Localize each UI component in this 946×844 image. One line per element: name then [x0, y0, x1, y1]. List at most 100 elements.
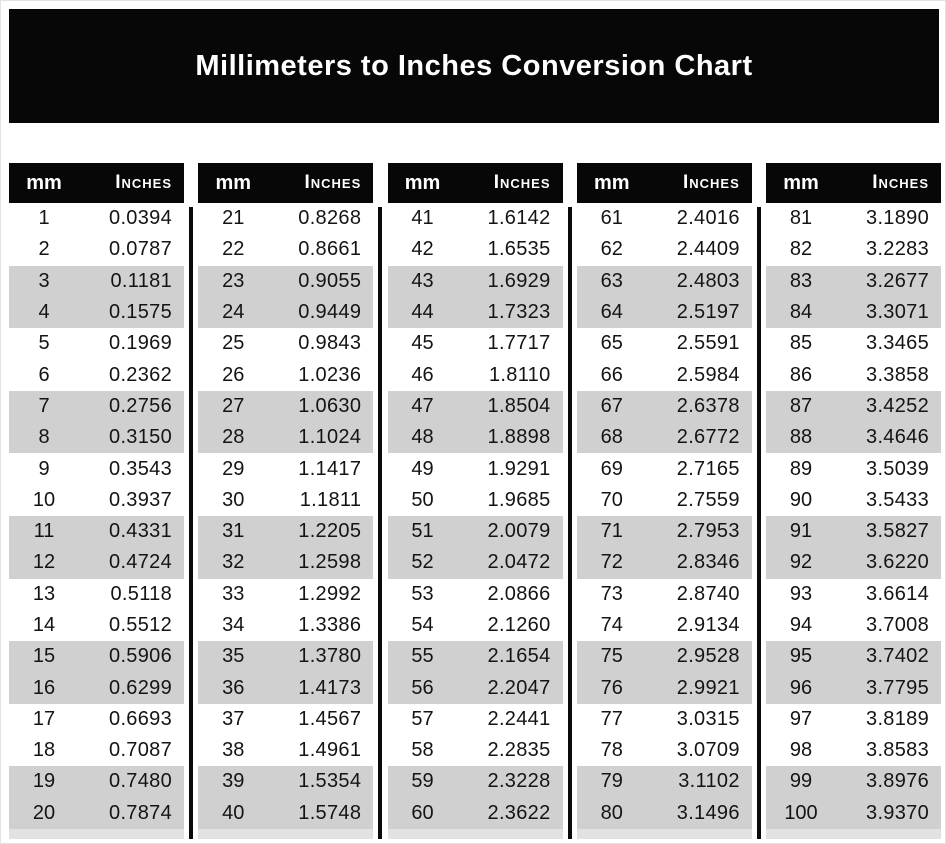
mm-value: 76	[600, 676, 623, 699]
table-row: 53 2.0866	[388, 579, 563, 610]
table-row: 57 2.2441	[388, 704, 563, 735]
inches-value: 3.3858	[866, 363, 929, 386]
inches-value: 2.8346	[676, 551, 740, 574]
table-row: 40 1.5748	[198, 797, 374, 829]
mm-value: 82	[789, 238, 813, 261]
inches-value: 2.2441	[487, 707, 551, 730]
mm-value: 60	[411, 801, 434, 824]
mm-value: 55	[411, 645, 434, 668]
table-row: 19 0.7480	[9, 766, 184, 798]
inches-value: 3.5827	[866, 520, 929, 543]
inches-value: 0.0787	[109, 238, 172, 261]
mm-value: 62	[600, 238, 623, 261]
table-row: 23 0.9055	[198, 265, 374, 297]
table-row: 59 2.3228	[387, 766, 563, 798]
mm-value: 97	[789, 707, 813, 730]
table-row: 34 1.3386	[198, 610, 373, 641]
inches-value: 2.5197	[676, 301, 740, 324]
table-row: 64 2.5197	[576, 296, 752, 329]
inches-value: 3.7008	[866, 614, 929, 636]
table-row: 100 3.9370	[766, 797, 941, 829]
table-row: 14 0.5512	[9, 610, 184, 641]
table-row: 71 2.7953	[576, 515, 752, 548]
mm-value: 52	[411, 551, 434, 574]
mm-value: 43	[411, 269, 434, 292]
inches-value: 3.1890	[866, 207, 929, 230]
inches-value: 3.5039	[866, 457, 929, 480]
table-row: 52 2.0472	[387, 547, 563, 579]
table-row: 85 3.3465	[766, 328, 941, 359]
mm-value: 67	[600, 394, 623, 417]
table-header: mm Inches	[766, 163, 941, 203]
conversion-table: mm Inches 21 0.8268 22 0.8661 23 0.9055 24 0.9449…	[198, 163, 374, 839]
table-row: 63 2.4803	[576, 265, 752, 297]
table-row: 18 0.7087	[9, 735, 184, 766]
inches-value: 2.3622	[487, 801, 551, 824]
table-row: 54 2.1260	[388, 610, 563, 641]
mm-value: 90	[789, 488, 813, 511]
inches-value: 2.7165	[676, 457, 740, 480]
inches-value: 2.9921	[676, 676, 740, 699]
table-row: 93 3.6614	[766, 579, 941, 610]
table-row: 33 1.2992	[198, 579, 373, 610]
inches-value: 2.5591	[676, 332, 740, 355]
conversion-table: mm Inches 81 3.1890 82 3.2283 83 3.2677 84 3.3071…	[766, 163, 941, 839]
table-row: 56 2.2047	[387, 672, 563, 704]
inches-value: 0.2756	[109, 394, 172, 417]
inches-value: 0.4724	[109, 551, 172, 574]
inches-value: 2.4016	[676, 207, 740, 230]
mm-value: 74	[600, 614, 623, 636]
mm-value: 84	[789, 301, 813, 324]
inches-value: 3.3071	[866, 301, 929, 324]
inches-value: 1.8504	[487, 394, 551, 417]
mm-value: 12	[32, 551, 56, 574]
table-row: 29 1.1417	[198, 453, 373, 484]
mm-value: 56	[411, 676, 434, 699]
table-row: 72 2.8346	[576, 547, 752, 579]
table-footer-strip	[576, 828, 752, 839]
inches-value: 0.9055	[298, 269, 362, 292]
inches-value: 1.2992	[298, 582, 362, 605]
mm-value: 25	[222, 332, 245, 355]
inches-value: 0.5512	[109, 614, 172, 636]
table-divider	[756, 207, 761, 839]
mm-value: 91	[789, 520, 813, 543]
inches-value: 1.0236	[298, 363, 362, 386]
mm-value: 35	[222, 645, 245, 668]
table-row: 16 0.6299	[9, 672, 184, 704]
inches-value: 1.2598	[298, 551, 362, 574]
mm-value: 10	[32, 488, 56, 511]
table-row: 80 3.1496	[576, 797, 752, 829]
mm-value: 54	[411, 614, 434, 636]
mm-value: 6	[38, 363, 50, 386]
mm-value: 100	[784, 801, 818, 824]
mm-value: 32	[222, 551, 245, 574]
inches-value: 1.1024	[298, 426, 362, 449]
mm-value: 17	[32, 707, 56, 730]
table-row: 4 0.1575	[9, 296, 184, 329]
inches-value: 2.0079	[487, 520, 551, 543]
inches-value: 1.6142	[487, 207, 551, 230]
inches-value: 3.9370	[866, 801, 929, 824]
table-row: 17 0.6693	[9, 704, 184, 735]
table-row: 62 2.4409	[577, 234, 752, 265]
mm-value: 24	[222, 301, 245, 324]
inches-value: 3.2283	[866, 238, 929, 261]
inches-value: 2.6772	[676, 426, 740, 449]
inches-value: 1.1811	[299, 488, 362, 511]
inches-header-label: Inches	[115, 172, 172, 193]
table-row: 79 3.1102	[576, 766, 752, 798]
inches-value: 3.6220	[866, 551, 929, 574]
title-banner: Millimeters to Inches Conversion Chart	[9, 9, 939, 123]
inches-value: 0.0394	[109, 207, 172, 230]
conversion-table: mm Inches 1 0.0394 2 0.0787 3 0.1181 4 0.1575 5 0.1…	[9, 163, 184, 839]
table-row: 21 0.8268	[198, 203, 373, 234]
inches-value: 0.8661	[298, 238, 362, 261]
mm-value: 21	[222, 207, 245, 230]
table-header: mm Inches	[387, 163, 563, 203]
table-row: 88 3.4646	[766, 422, 941, 454]
table-row: 37 1.4567	[198, 704, 373, 735]
mm-header-label: mm	[593, 171, 630, 194]
mm-value: 8	[38, 426, 50, 449]
mm-value: 85	[789, 332, 813, 355]
